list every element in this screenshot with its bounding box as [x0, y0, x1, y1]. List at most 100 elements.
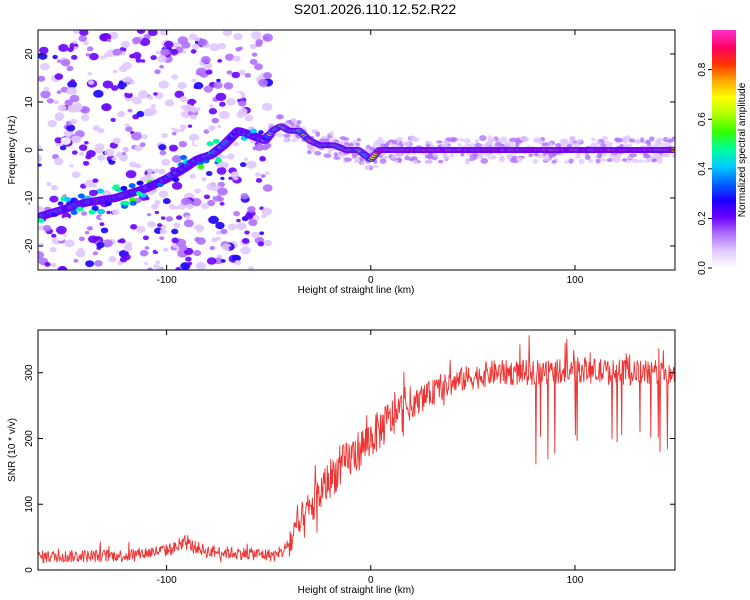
- noise-blob: [106, 210, 111, 215]
- ridge-blob: [77, 193, 85, 199]
- noise-blob: [66, 65, 74, 72]
- noise-blob: [339, 136, 347, 141]
- noise-blob: [261, 207, 273, 216]
- noise-blob: [224, 53, 235, 61]
- noise-blob: [568, 158, 574, 164]
- top-y-axis-label: Frequency (Hz): [7, 116, 18, 185]
- noise-blob: [236, 218, 241, 223]
- noise-blob: [244, 230, 250, 235]
- noise-blob: [555, 143, 562, 148]
- noise-blob: [70, 54, 78, 60]
- noise-blob: [463, 138, 471, 144]
- noise-blob: [487, 155, 496, 160]
- colorbar: 0.0 0.2 0.4 0.6 0.8 Normalized spectral ampl…: [697, 30, 748, 275]
- noise-blob: [170, 48, 178, 55]
- noise-blob: [157, 55, 167, 63]
- noise-blob: [244, 114, 254, 122]
- noise-blob: [484, 151, 492, 157]
- bottom-y-axis-label: SNR (10 * v/v): [7, 418, 18, 482]
- noise-blob: [276, 132, 284, 138]
- noise-blob: [57, 104, 67, 112]
- noise-blob: [360, 161, 366, 166]
- noise-blob: [136, 225, 146, 234]
- noise-blob: [146, 212, 152, 217]
- x-tick-label: -100: [157, 575, 177, 586]
- noise-blob: [487, 139, 493, 145]
- noise-blob: [474, 143, 483, 148]
- noise-blob: [215, 236, 221, 241]
- y-tick-label: 0: [24, 567, 35, 573]
- noise-blob: [628, 153, 637, 158]
- noise-blob: [159, 228, 167, 235]
- noise-blob: [139, 37, 151, 47]
- noise-blob: [203, 194, 210, 200]
- noise-blob: [42, 224, 52, 232]
- noise-blob: [214, 257, 223, 265]
- noise-blob: [413, 137, 420, 142]
- noise-blob: [533, 152, 539, 157]
- noise-blob: [442, 152, 448, 158]
- noise-blob: [329, 130, 334, 137]
- noise-blob: [115, 250, 121, 254]
- ridge-blob: [63, 196, 71, 202]
- ridge-blob: [38, 218, 45, 224]
- noise-blob: [73, 30, 81, 34]
- noise-blob: [161, 158, 171, 166]
- noise-blob: [196, 237, 206, 245]
- noise-blob: [232, 55, 241, 62]
- ridge-blob: [112, 184, 120, 190]
- noise-blob: [239, 162, 247, 168]
- spectrogram-ridge: [38, 123, 675, 224]
- noise-blob: [622, 137, 629, 141]
- noise-blob: [146, 107, 157, 116]
- noise-blob: [108, 255, 117, 263]
- noise-blob: [178, 140, 188, 148]
- bottom-x-axis-label: Height of straight line (km): [298, 585, 415, 596]
- noise-blob: [84, 179, 95, 188]
- snr-line: [38, 335, 675, 564]
- noise-blob: [596, 152, 603, 159]
- noise-blob: [163, 40, 174, 49]
- noise-blob: [228, 176, 233, 180]
- noise-blob: [79, 30, 89, 36]
- noise-blob: [605, 144, 612, 148]
- noise-blob: [147, 95, 154, 100]
- colorbar-tick-label: 0.4: [697, 161, 708, 175]
- noise-blob: [69, 94, 80, 103]
- noise-blob: [254, 172, 261, 177]
- noise-blob: [168, 144, 179, 152]
- noise-blob: [614, 137, 621, 142]
- noise-blob: [155, 260, 161, 265]
- ridge-blob: [128, 183, 136, 189]
- noise-blob: [72, 102, 84, 112]
- noise-blob: [117, 110, 126, 117]
- noise-blob: [179, 124, 187, 130]
- y-tick-label: 20: [24, 48, 35, 60]
- noise-blob: [251, 52, 258, 57]
- noise-blob: [186, 203, 194, 210]
- y-tick-label: 200: [24, 430, 35, 447]
- noise-blob: [643, 153, 651, 159]
- noise-blob: [216, 167, 227, 175]
- x-tick-label: 100: [567, 275, 584, 286]
- noise-blob: [203, 129, 210, 134]
- noise-blob: [49, 195, 59, 203]
- noise-blob: [47, 119, 58, 128]
- noise-blob: [154, 200, 161, 206]
- spectrogram-marks: [38, 30, 675, 270]
- noise-blob: [372, 141, 381, 148]
- ridge-blob: [206, 141, 214, 147]
- noise-blob: [159, 236, 165, 241]
- noise-blob: [78, 35, 88, 42]
- colorbar-ticks: 0.0 0.2 0.4 0.6 0.8: [697, 62, 712, 275]
- x-tick-label: -100: [157, 275, 177, 286]
- noise-blob: [337, 153, 344, 157]
- noise-blob: [85, 53, 91, 57]
- noise-blob: [136, 30, 146, 35]
- noise-blob: [69, 118, 78, 125]
- noise-blob: [124, 236, 133, 242]
- noise-blob: [459, 138, 464, 142]
- noise-blob: [174, 90, 185, 99]
- noise-blob: [71, 171, 81, 179]
- noise-blob: [472, 154, 478, 160]
